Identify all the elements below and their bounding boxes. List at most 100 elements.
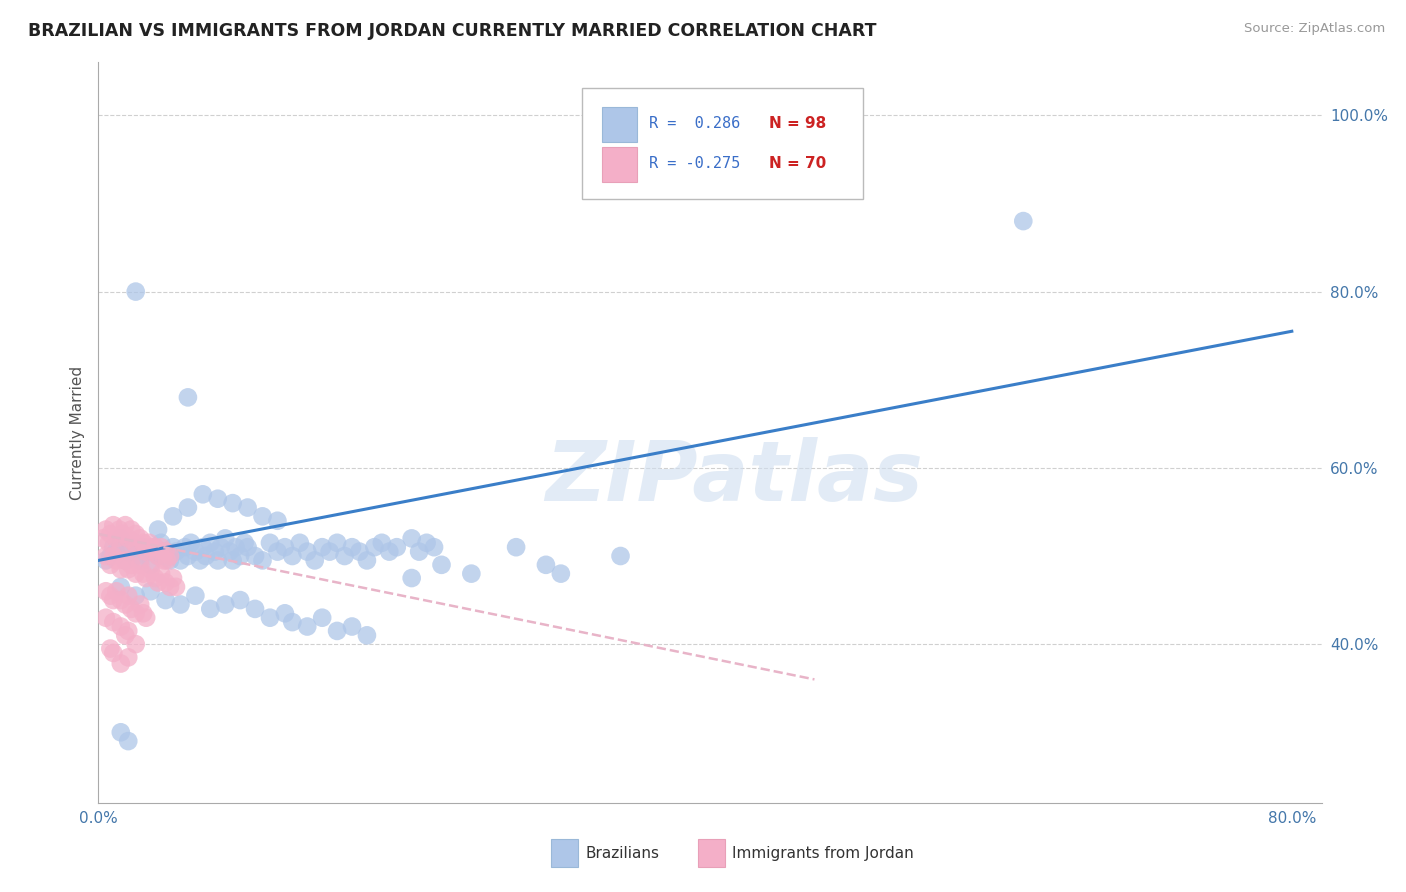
Point	[125, 607, 148, 621]
Point	[94, 584, 117, 599]
Point	[266, 514, 288, 528]
Point	[146, 549, 169, 563]
Point	[162, 571, 184, 585]
Point	[117, 544, 139, 558]
Point	[378, 544, 401, 558]
Point	[141, 544, 163, 558]
Point	[162, 509, 184, 524]
Point	[125, 527, 148, 541]
Point	[550, 566, 572, 581]
Point	[326, 624, 349, 638]
Point	[349, 544, 371, 558]
Point	[191, 487, 214, 501]
Point	[184, 544, 207, 558]
Point	[103, 646, 125, 660]
Point	[401, 532, 423, 546]
Point	[97, 536, 120, 550]
Point	[288, 536, 311, 550]
Point	[415, 536, 437, 550]
Point	[91, 532, 114, 546]
Point	[297, 619, 319, 633]
Point	[103, 549, 125, 563]
Point	[155, 575, 177, 590]
Point	[259, 610, 281, 624]
Point	[304, 553, 326, 567]
Point	[214, 532, 236, 546]
Point	[311, 610, 333, 624]
Point	[135, 610, 157, 624]
Text: Brazilians: Brazilians	[585, 846, 659, 861]
Point	[143, 540, 166, 554]
Y-axis label: Currently Married: Currently Married	[69, 366, 84, 500]
Point	[505, 540, 527, 554]
Point	[98, 589, 121, 603]
Point	[259, 536, 281, 550]
Point	[120, 558, 142, 572]
Point	[146, 575, 169, 590]
Point	[159, 553, 181, 567]
Point	[122, 536, 145, 550]
Point	[156, 553, 179, 567]
Point	[177, 549, 200, 563]
Point	[236, 500, 259, 515]
Point	[114, 553, 136, 567]
Point	[139, 562, 162, 576]
Point	[174, 540, 197, 554]
Point	[218, 544, 240, 558]
Point	[135, 544, 157, 558]
Point	[110, 540, 132, 554]
Point	[129, 532, 152, 546]
FancyBboxPatch shape	[551, 839, 578, 867]
Point	[252, 553, 274, 567]
Point	[150, 536, 173, 550]
Point	[135, 544, 157, 558]
Point	[165, 544, 187, 558]
Point	[207, 553, 229, 567]
Point	[143, 571, 166, 585]
Point	[146, 549, 169, 563]
Point	[114, 598, 136, 612]
Point	[408, 544, 430, 558]
Point	[236, 540, 259, 554]
Point	[143, 540, 166, 554]
Point	[150, 566, 173, 581]
Point	[132, 536, 155, 550]
Point	[252, 509, 274, 524]
Point	[111, 527, 134, 541]
Point	[204, 544, 226, 558]
Point	[180, 536, 202, 550]
FancyBboxPatch shape	[697, 839, 724, 867]
Point	[153, 553, 176, 567]
Point	[326, 536, 349, 550]
Point	[94, 553, 117, 567]
Point	[98, 641, 121, 656]
Point	[188, 553, 211, 567]
Point	[110, 619, 132, 633]
Point	[177, 500, 200, 515]
Point	[609, 549, 631, 563]
Point	[385, 540, 408, 554]
Point	[243, 549, 266, 563]
Point	[110, 580, 132, 594]
Point	[229, 593, 252, 607]
Point	[110, 593, 132, 607]
Point	[159, 549, 181, 563]
Point	[233, 536, 256, 550]
Point	[132, 566, 155, 581]
Point	[460, 566, 482, 581]
Point	[194, 549, 217, 563]
Point	[125, 589, 148, 603]
Point	[214, 598, 236, 612]
Point	[423, 540, 446, 554]
Point	[129, 553, 152, 567]
Point	[534, 558, 557, 572]
Point	[169, 553, 191, 567]
Point	[243, 602, 266, 616]
Point	[165, 580, 187, 594]
Point	[159, 580, 181, 594]
Point	[117, 624, 139, 638]
Point	[120, 523, 142, 537]
Point	[98, 549, 121, 563]
Point	[132, 540, 155, 554]
Point	[135, 571, 157, 585]
